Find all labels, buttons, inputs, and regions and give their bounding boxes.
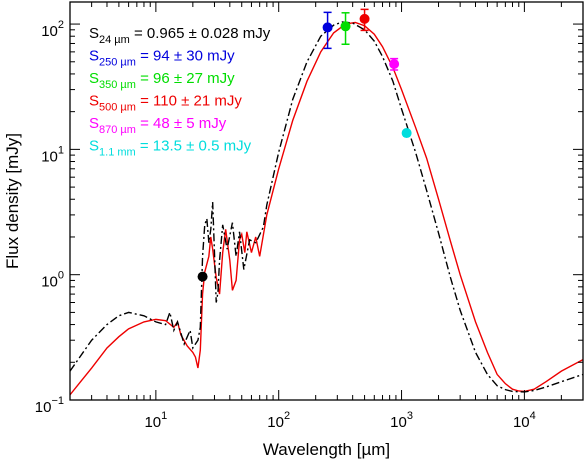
legend-entry: S250 µm = 94 ± 30 mJy — [89, 48, 235, 69]
x-axis-label: Wavelength [µm] — [263, 440, 390, 459]
y-tick-label: 10−1 — [35, 395, 64, 416]
data-point — [389, 57, 400, 71]
data-point — [322, 11, 333, 50]
legend-entry: S500 µm = 110 ± 21 mJy — [89, 93, 242, 114]
y-tick-label: 102 — [41, 19, 64, 40]
data-marker — [340, 21, 351, 32]
data-marker — [197, 271, 208, 282]
y-tick-label: 100 — [41, 270, 64, 291]
x-tick-label: 104 — [513, 410, 536, 431]
data-marker — [359, 13, 370, 24]
plot-frame — [69, 1, 584, 401]
data-point — [340, 12, 351, 46]
legend-entry: S1.1 mm = 13.5 ± 0.5 mJy — [89, 138, 252, 159]
data-point — [401, 128, 412, 139]
data-points — [197, 8, 412, 282]
axis-ticks: 101 102 103 104 10−1 100 101 102 — [35, 2, 584, 431]
x-tick-label: 102 — [267, 410, 290, 431]
legend-entry: S24 µm = 0.965 ± 0.028 mJy — [89, 25, 271, 46]
data-point — [359, 8, 370, 32]
legend-entry: S870 µm = 48 ± 5 mJy — [89, 115, 227, 136]
y-axis-label: Flux density [mJy] — [3, 133, 22, 269]
x-tick-label: 103 — [390, 410, 413, 431]
data-point — [197, 271, 208, 282]
data-marker — [389, 59, 400, 70]
y-tick-label: 101 — [41, 144, 64, 165]
legend-entry: S350 µm = 96 ± 27 mJy — [89, 70, 235, 91]
model-curve-dashdot — [70, 21, 583, 393]
x-tick-label: 101 — [144, 410, 167, 431]
plot-area — [70, 21, 583, 396]
data-marker — [322, 22, 333, 33]
data-marker — [401, 128, 412, 139]
